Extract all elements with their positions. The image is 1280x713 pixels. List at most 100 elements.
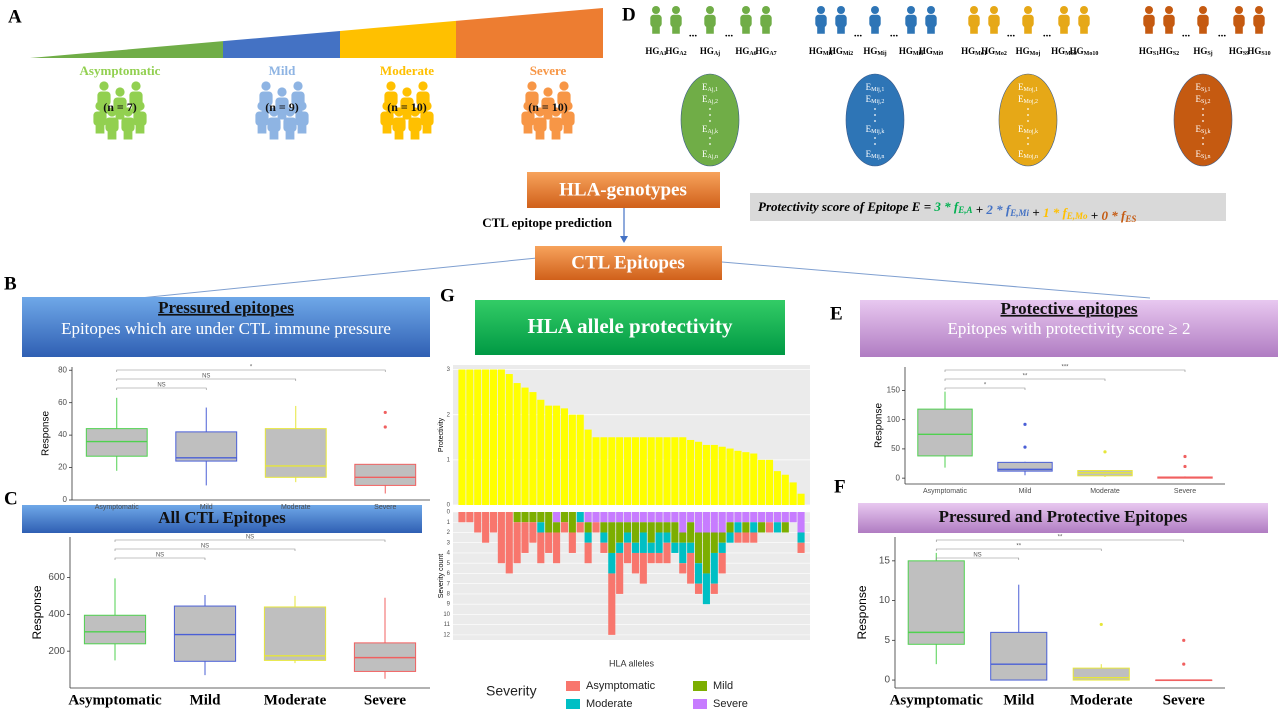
bar-segment [781,512,789,523]
bar-segment [600,532,608,543]
bar [616,437,624,505]
significance-label: ** [1058,535,1063,541]
bar-segment [631,512,639,523]
y-tick-label: 60 [58,398,67,407]
text-part: Mi8 [913,51,923,57]
person-icon [905,14,917,28]
person-icon [1060,25,1068,34]
bar-segment [600,522,608,533]
epitope-label: ESj,1 [1195,82,1210,93]
person-icon [293,81,303,91]
text-part: S2 [1173,51,1179,57]
bar-segment [671,522,679,543]
x-tick-label: Mild [190,692,221,708]
person-icon [99,81,109,91]
significance-label: * [984,383,987,389]
bar-segment [584,532,592,543]
text-part: Mo2 [995,51,1007,57]
dot [874,137,876,139]
person-icon [871,6,879,14]
epitope-label: ESj,2 [1195,94,1210,105]
epitope-label: EMij,1 [866,82,885,93]
epitope-label: EMij,k [866,124,885,135]
bar [458,369,466,505]
box [264,428,327,478]
bar-segment [679,532,687,543]
bar [710,444,718,505]
person-icon [652,25,660,34]
bar-segment [797,532,805,543]
person-icon [95,101,105,111]
person-icon [762,6,770,14]
genotype-label: HGA2 [665,46,686,57]
group-label: Asymptomatic [80,63,161,78]
bar-segment [710,552,718,584]
significance-label: NS [246,535,254,541]
genotype-label: HGMi2 [829,46,853,57]
significance-bracket [944,378,1106,381]
bar-segment [655,532,663,553]
text-part: Sj,2 [1201,99,1211,105]
bar-segment [521,522,529,553]
text-part: 0 [1101,208,1108,223]
group-count: (n = 10) [387,100,427,114]
person-icon [285,107,295,117]
bar-segment [710,583,718,594]
person-icon [285,129,295,140]
text-part: Mij [877,51,886,57]
text-part: HG [1051,46,1065,56]
text-part: S9 [1243,51,1249,57]
person-icon [95,123,105,134]
person-icon [970,25,978,34]
text-part: A2 [679,51,686,57]
genotype-label: HGMo9 [1051,46,1077,57]
dot [709,114,711,116]
bar [758,459,766,505]
panel-label: F [834,476,846,497]
bar [679,437,687,505]
y-tick-label: 7 [447,581,451,587]
legend-label: Mild [713,680,733,692]
person-icon [551,129,561,140]
bar-segment [608,573,616,635]
person-icon [1233,14,1245,28]
bar-segment [726,532,734,543]
y-axis-label: Response [30,585,44,639]
text-part: Sj,n [1201,154,1211,160]
y-tick-label: 12 [443,632,450,638]
person-icon [927,25,935,34]
epitope-label: EAj,1 [702,82,718,93]
header-subtitle: Epitopes with protectivity score ≥ 2 [947,319,1190,338]
bar [560,408,569,505]
bar-segment [679,542,687,564]
bar-segment [647,522,655,543]
bar [718,446,726,505]
panel-label: B [4,273,17,294]
bar-segment [624,532,632,543]
dot [874,120,876,122]
text-part: Moj,1 [1023,87,1038,93]
y-tick-label: 400 [48,609,65,620]
significance-bracket [935,548,1102,551]
bar [505,374,513,505]
bar-segment [639,532,647,553]
genotype-label: HGA7 [755,46,776,57]
text-part: E [1195,149,1201,159]
bar [474,369,482,505]
ellipsis: ... [854,28,863,40]
text-part: HG [1159,46,1173,56]
epitope-label: EMoj,k [1018,124,1038,135]
bar-segment [679,512,687,533]
text-part: HG [1229,46,1243,56]
connector [721,261,1151,299]
person-icon [817,25,825,34]
y-tick-label: 10 [879,595,891,606]
person-icon [257,101,267,111]
bar [592,437,600,505]
severity-wedge [223,30,340,58]
person-icon [988,14,1000,28]
bar-segment [655,522,663,533]
person-icon [652,6,660,14]
person-icon [269,107,279,117]
bar-segment [765,522,774,533]
